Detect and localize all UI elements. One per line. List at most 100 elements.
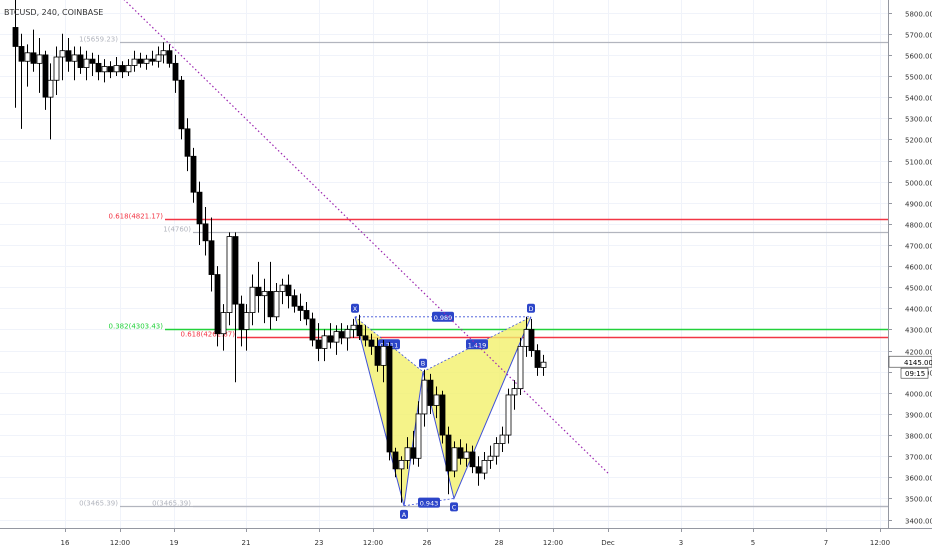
candle-body xyxy=(297,305,304,311)
price-tick-label: 4300.00 xyxy=(905,327,932,335)
candle-body xyxy=(392,451,399,470)
candle-body xyxy=(285,284,292,297)
candle-body xyxy=(143,58,150,64)
candle-body xyxy=(291,295,298,307)
time-axis[interactable]: 16 12:00 19 21 23 12:00 26 28 12:00 Dec 3 5 7 12:00 xyxy=(0,528,932,547)
candle-body xyxy=(261,291,268,297)
time-tick-label: 5 xyxy=(751,539,755,547)
time-tick-label: 12:00 xyxy=(363,539,383,547)
candle-body xyxy=(125,65,132,73)
candle-body xyxy=(344,329,351,339)
candle-body xyxy=(350,324,357,330)
candle-body xyxy=(475,466,482,474)
candle-body xyxy=(315,339,322,349)
last-price-label: 4145.00 xyxy=(904,359,932,367)
candle-body xyxy=(303,310,310,320)
candle-body xyxy=(107,66,114,73)
price-tick-label: 5100.00 xyxy=(905,159,932,167)
candle-body xyxy=(155,54,162,62)
candle-body xyxy=(427,379,434,406)
candle-body xyxy=(451,447,458,472)
time-tick-label: 21 xyxy=(242,539,251,547)
price-tick-label: 4400.00 xyxy=(905,306,932,314)
pattern-point-box xyxy=(419,358,427,368)
candle-body xyxy=(321,335,328,349)
candle-body xyxy=(119,65,126,73)
fib-lines: 1(5659.23) 0.618(4821.17) 1(4760) 0.382(430… xyxy=(79,36,888,508)
candle-body xyxy=(505,394,512,436)
candle-body xyxy=(89,58,96,64)
price-tick-label: 4500.00 xyxy=(905,285,932,293)
candle-body xyxy=(30,52,37,64)
candle-body xyxy=(309,318,316,341)
pattern-point-label: C xyxy=(452,503,457,511)
price-tick-label: 5300.00 xyxy=(905,116,932,124)
time-tick-label: 12:00 xyxy=(870,539,890,547)
pattern-point-label: D xyxy=(528,305,533,313)
candle-body xyxy=(83,58,90,68)
candle-body xyxy=(47,79,54,98)
candle-body xyxy=(327,335,334,343)
candle-body xyxy=(220,312,227,335)
price-tick-label: 5700.00 xyxy=(905,32,932,40)
candle-body xyxy=(42,54,49,98)
candle-body xyxy=(196,191,203,225)
candle-body xyxy=(178,79,185,130)
candle-body xyxy=(499,434,506,444)
time-tick-label: 26 xyxy=(423,539,432,547)
candle-body xyxy=(267,291,274,318)
time-tick-label: 12:00 xyxy=(543,539,563,547)
candle-body xyxy=(404,447,411,461)
trendline[interactable] xyxy=(118,0,609,474)
candle-body xyxy=(410,447,417,459)
price-tick-label: 3800.00 xyxy=(905,433,932,441)
price-tick-label: 5400.00 xyxy=(905,95,932,103)
candle-body xyxy=(528,329,535,351)
candle-body xyxy=(279,284,286,292)
candle-body xyxy=(24,52,31,62)
candle-body xyxy=(368,339,375,347)
price-tick-label: 5800.00 xyxy=(905,11,932,19)
time-tick-label: 3 xyxy=(679,539,683,547)
pattern-ratio-label: 0.943 xyxy=(420,500,439,508)
candle-body xyxy=(534,350,541,368)
fib-level-label: 1(4760) xyxy=(163,226,191,234)
pattern-ratio-box xyxy=(418,497,440,508)
candle-body xyxy=(463,451,470,459)
candle-body xyxy=(137,58,144,64)
candle-body xyxy=(517,345,524,390)
price-tick-label: 4000.00 xyxy=(905,391,932,399)
pattern-point-box xyxy=(527,303,535,313)
candle-body xyxy=(184,128,191,157)
candle-body xyxy=(202,223,209,242)
fib-level-label: 0.382(4303.43) xyxy=(109,323,164,331)
price-tick-label: 4800.00 xyxy=(905,222,932,230)
fib-level-label: 0(3465.39) xyxy=(79,500,118,508)
pattern-ratio-line xyxy=(354,316,424,373)
pattern-ratio-box xyxy=(466,339,488,350)
candle-body xyxy=(523,329,530,347)
candle-body xyxy=(362,335,369,341)
time-tick-label: 16 xyxy=(61,539,70,547)
fib-level-label: 0.618(4262.87) xyxy=(181,331,236,339)
price-tick-label: 3400.00 xyxy=(905,518,932,526)
candle-body xyxy=(160,50,167,56)
pattern-point-label: A xyxy=(402,511,407,519)
overlay: BTCUSD, 240, COINBASE xyxy=(4,8,103,17)
price-axis[interactable]: 3400.00 3500.00 3600.00 3700.00 3800.00 3900.… xyxy=(888,0,932,550)
candle-body xyxy=(380,345,387,366)
candle-body xyxy=(249,286,256,313)
candle-body xyxy=(232,236,239,305)
pattern-point-box xyxy=(450,502,458,512)
candle-body xyxy=(36,54,43,64)
candle-body xyxy=(226,236,233,313)
candle-body xyxy=(481,460,488,474)
time-tick-label: 7 xyxy=(824,539,828,547)
price-tick-label: 3700.00 xyxy=(905,454,932,462)
time-tick-label: 19 xyxy=(170,539,179,547)
candle-body xyxy=(53,56,60,81)
candle-body xyxy=(12,27,19,47)
candle-body xyxy=(149,58,156,62)
fib-level-label: 0.618(4821.17) xyxy=(109,213,164,221)
